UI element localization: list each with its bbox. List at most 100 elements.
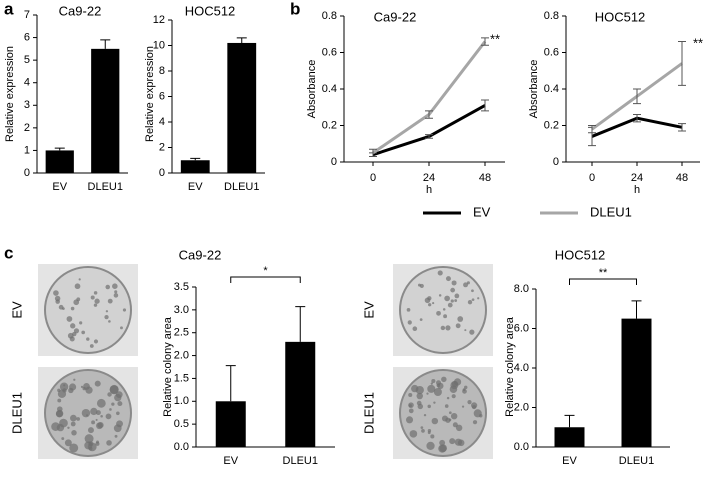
colony xyxy=(66,316,73,322)
legend-label: EV xyxy=(473,204,491,219)
bar xyxy=(554,427,585,447)
colony xyxy=(451,394,456,399)
colony xyxy=(405,416,414,424)
y-tick-label: 0 xyxy=(24,167,30,179)
y-tick-label: 6.0 xyxy=(514,322,529,334)
colony xyxy=(450,412,458,420)
colony xyxy=(67,426,70,430)
colony xyxy=(445,417,451,423)
y-tick-label: 5 xyxy=(24,54,30,66)
colony xyxy=(64,439,72,447)
annotation: * xyxy=(263,265,268,277)
y-tick-label: 0.0 xyxy=(174,441,189,453)
colony xyxy=(441,376,447,383)
colony xyxy=(457,439,465,447)
colony xyxy=(94,298,100,304)
y-tick-label: 0 xyxy=(159,167,165,179)
colony xyxy=(78,278,81,281)
chart-title: HOC512 xyxy=(555,247,606,262)
y-tick-label: 3.5 xyxy=(174,281,189,293)
y-tick-label: 0.6 xyxy=(322,46,337,58)
colony xyxy=(86,414,89,417)
error-bar xyxy=(481,37,489,46)
y-tick-label: 10 xyxy=(153,39,165,51)
colony xyxy=(455,323,461,329)
x-tick-label: 48 xyxy=(479,172,491,184)
colony xyxy=(59,382,69,391)
y-tick-label: 0.4 xyxy=(322,83,337,95)
colony xyxy=(444,295,450,302)
colony xyxy=(431,417,439,425)
bar xyxy=(215,401,246,447)
x-tick-label: DLEU1 xyxy=(88,181,123,193)
error-bar xyxy=(564,414,575,428)
colony xyxy=(416,400,422,406)
image-label: EV xyxy=(361,301,376,319)
chart-title: Ca9-22 xyxy=(59,3,102,18)
colony xyxy=(122,308,127,312)
colony xyxy=(93,303,98,307)
colony xyxy=(445,325,451,331)
y-tick-label: 12 xyxy=(153,14,165,26)
colony xyxy=(426,392,429,395)
colony xyxy=(455,424,463,432)
colony xyxy=(427,404,431,409)
annotation: ** xyxy=(599,267,608,279)
colony xyxy=(93,339,99,344)
colony xyxy=(419,318,423,321)
y-axis-label: Relative colony area xyxy=(162,316,174,417)
error-bar xyxy=(54,147,65,151)
colony xyxy=(117,401,123,407)
colony xyxy=(438,444,447,453)
error-bar xyxy=(633,114,641,123)
colony xyxy=(469,329,475,335)
colony xyxy=(433,401,436,404)
colony xyxy=(447,302,453,308)
colony xyxy=(84,434,94,444)
error-bar xyxy=(425,110,433,119)
y-tick-label: 0 xyxy=(553,156,559,168)
colony xyxy=(95,410,101,416)
colony xyxy=(443,314,448,319)
colony xyxy=(408,404,412,408)
colony xyxy=(428,303,432,307)
y-tick-label: 8 xyxy=(159,65,165,77)
y-axis-label: Absorbance xyxy=(528,60,540,119)
colony xyxy=(479,414,483,418)
significance-bracket xyxy=(230,276,301,283)
chart-title: HOC512 xyxy=(185,3,236,18)
colony xyxy=(57,388,61,393)
y-tick-label: 6 xyxy=(24,31,30,43)
colony xyxy=(417,283,421,287)
colony xyxy=(437,270,443,276)
colony xyxy=(463,282,468,288)
y-tick-label: 0.0 xyxy=(514,441,529,453)
image-label: EV xyxy=(9,301,24,319)
colony xyxy=(408,408,414,414)
colony xyxy=(81,408,91,418)
colony xyxy=(91,420,96,425)
colony xyxy=(412,326,418,332)
colony xyxy=(445,276,451,282)
colony xyxy=(109,408,112,411)
colony xyxy=(114,434,118,438)
colony xyxy=(73,299,80,306)
colony xyxy=(107,392,112,397)
colony xyxy=(73,328,80,334)
colony xyxy=(421,429,425,433)
y-tick-label: 2 xyxy=(24,122,30,134)
colony xyxy=(451,280,457,286)
colony xyxy=(449,438,456,445)
panel-label: c xyxy=(4,243,13,262)
bar xyxy=(91,48,120,173)
panel-label: a xyxy=(4,0,14,18)
colony xyxy=(464,329,467,332)
y-tick-label: 2.0 xyxy=(174,349,189,361)
colony xyxy=(423,413,427,417)
colony xyxy=(472,405,477,410)
colony xyxy=(105,284,111,290)
y-tick-label: 4 xyxy=(159,116,165,128)
y-tick-label: 0.4 xyxy=(544,83,559,95)
error-bar xyxy=(481,99,489,112)
colony xyxy=(436,310,441,316)
